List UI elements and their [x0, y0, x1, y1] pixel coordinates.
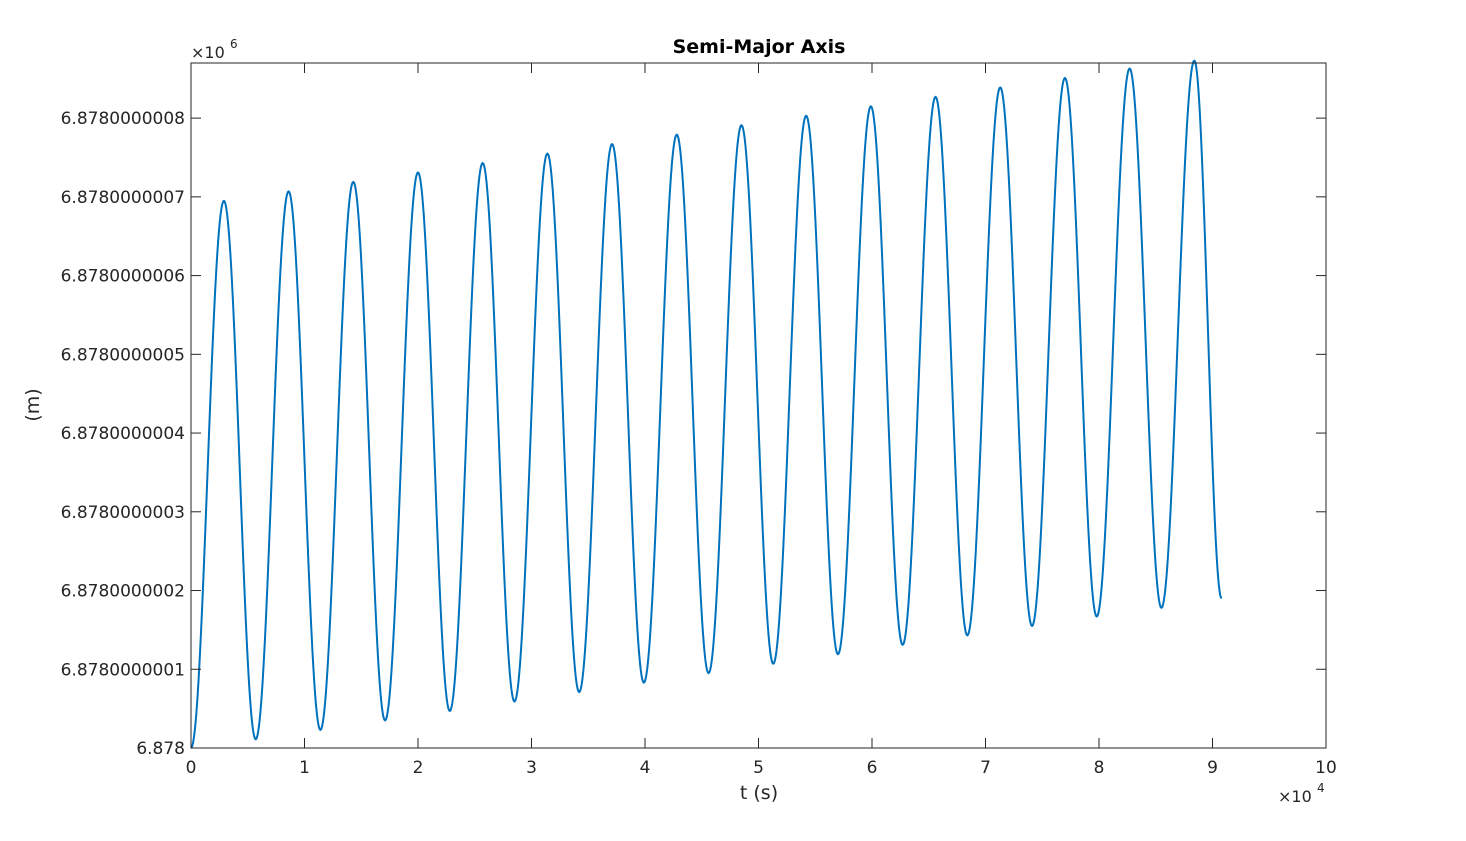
y-tick-label: 6.8780000001 [61, 660, 185, 680]
x-axis-multiplier: ×10 4 [1278, 781, 1325, 806]
x-axis-ticks: 0 1 2 3 4 5 6 7 8 9 10 [186, 63, 1337, 778]
x-tick-label: 10 [1315, 758, 1337, 778]
y-tick-label: 6.8780000002 [61, 582, 185, 602]
x-tick-label: 9 [1207, 758, 1218, 778]
y-axis-label: (m) [22, 388, 44, 421]
x-tick-label: 6 [867, 758, 878, 778]
y-tick-label: 6.8780000008 [61, 109, 185, 129]
y-tick-label: 6.8780000005 [61, 345, 185, 365]
y-axis-multiplier: ×10 6 [191, 37, 238, 62]
x-multiplier-base: ×10 [1278, 787, 1312, 806]
y-tick-label: 6.8780000003 [61, 503, 185, 523]
y-axis-ticks: 6.878 6.8780000001 6.8780000002 6.878000000… [61, 109, 1326, 759]
x-tick-label: 7 [980, 758, 991, 778]
x-tick-label: 8 [1094, 758, 1105, 778]
y-tick-label: 6.8780000004 [61, 424, 185, 444]
y-tick-label: 6.878 [136, 739, 185, 759]
y-multiplier-base: ×10 [191, 43, 225, 62]
series-layer [190, 59, 1223, 749]
x-tick-label: 3 [526, 758, 537, 778]
y-tick-label: 6.8780000007 [61, 188, 185, 208]
series-line [190, 59, 1223, 749]
x-tick-label: 4 [640, 758, 651, 778]
y-multiplier-exponent: 6 [230, 37, 238, 51]
x-multiplier-exponent: 4 [1317, 781, 1325, 795]
x-axis-label: t (s) [740, 782, 778, 804]
x-tick-label: 1 [299, 758, 310, 778]
x-tick-label: 5 [753, 758, 764, 778]
chart-title: Semi-Major Axis [673, 36, 846, 58]
x-tick-label: 2 [413, 758, 424, 778]
y-tick-label: 6.8780000006 [61, 267, 185, 287]
x-tick-label: 0 [186, 758, 197, 778]
